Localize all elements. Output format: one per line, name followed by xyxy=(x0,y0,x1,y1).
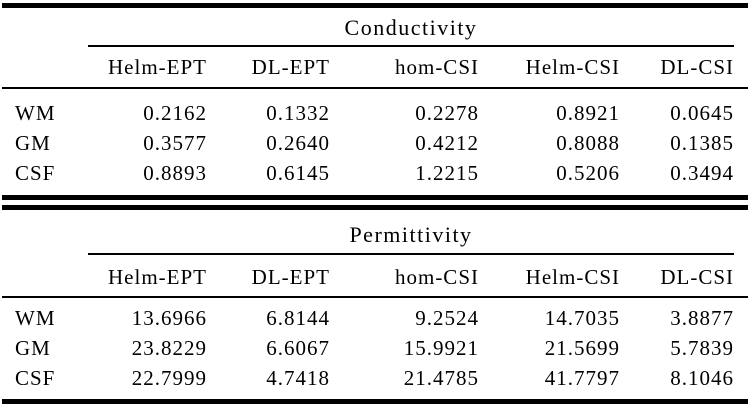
table-title-conductivity: Conductivity xyxy=(344,15,478,40)
header-spacer xyxy=(0,263,88,291)
table-cell: 0.0645 xyxy=(670,101,734,125)
header-row-permittivity: Helm-EPT DL-EPT hom-CSI Helm-CSI DL-CSI xyxy=(0,263,734,291)
table-row: WM 0.2162 0.1332 0.2278 0.8921 0.0645 xyxy=(0,99,734,127)
table-cell: 0.2278 xyxy=(415,101,479,125)
table-cell: 13.6966 xyxy=(131,306,207,330)
row-label: GM xyxy=(15,336,51,360)
column-header: Helm-CSI xyxy=(525,55,620,79)
row-label: WM xyxy=(15,101,56,125)
table-row: GM 0.3577 0.2640 0.4212 0.8088 0.1385 xyxy=(0,129,734,157)
table-cell: 4.7418 xyxy=(266,366,330,390)
column-header: hom-CSI xyxy=(394,265,479,289)
column-header: Helm-CSI xyxy=(525,265,620,289)
table-cell: 1.2215 xyxy=(415,161,479,185)
table-row: WM 13.6966 6.8144 9.2524 14.7035 3.8877 xyxy=(0,304,734,332)
table-cell: 0.1332 xyxy=(266,101,330,125)
column-header: DL-EPT xyxy=(251,55,330,79)
table-cell: 6.6067 xyxy=(266,336,330,360)
table-cell: 6.8144 xyxy=(266,306,330,330)
table-cell: 22.7999 xyxy=(131,366,207,390)
table-cell: 41.7797 xyxy=(544,366,620,390)
header-underline-permittivity xyxy=(2,296,748,298)
table-cell: 0.4212 xyxy=(415,131,479,155)
row-label: CSF xyxy=(15,366,56,390)
header-row-conductivity: Helm-EPT DL-EPT hom-CSI Helm-CSI DL-CSI xyxy=(0,53,734,81)
table-title-permittivity: Permittivity xyxy=(349,222,473,247)
table-cell: 0.3494 xyxy=(670,161,734,185)
table-cell: 5.7839 xyxy=(670,336,734,360)
column-span-rule-permittivity xyxy=(88,253,734,255)
table-cell: 8.1046 xyxy=(670,366,734,390)
double-rule-bottom xyxy=(2,205,748,210)
table-cell: 0.8088 xyxy=(556,131,620,155)
column-span-rule-conductivity xyxy=(88,45,734,47)
table-cell: 0.8893 xyxy=(143,161,207,185)
table-cell: 9.2524 xyxy=(415,306,479,330)
column-header: DL-EPT xyxy=(251,265,330,289)
column-header: DL-CSI xyxy=(660,55,734,79)
double-rule-top xyxy=(2,195,748,200)
header-underline-conductivity xyxy=(2,87,748,89)
table-cell: 3.8877 xyxy=(670,306,734,330)
column-header: Helm-EPT xyxy=(108,265,207,289)
column-header: Helm-EPT xyxy=(108,55,207,79)
table-cell: 21.4785 xyxy=(403,366,479,390)
table-cell: 0.3577 xyxy=(143,131,207,155)
table-row: GM 23.8229 6.6067 15.9921 21.5699 5.7839 xyxy=(0,334,734,362)
header-spacer xyxy=(0,53,88,81)
table-cell: 0.1385 xyxy=(670,131,734,155)
table-cell: 0.2162 xyxy=(143,101,207,125)
table-cell: 0.6145 xyxy=(266,161,330,185)
table-row: CSF 0.8893 0.6145 1.2215 0.5206 0.3494 xyxy=(0,159,734,187)
column-header: hom-CSI xyxy=(394,55,479,79)
column-header: DL-CSI xyxy=(660,265,734,289)
table-cell: 0.2640 xyxy=(266,131,330,155)
table-cell: 15.9921 xyxy=(403,336,479,360)
table-row: CSF 22.7999 4.7418 21.4785 41.7797 8.104… xyxy=(0,364,734,392)
table-cell: 14.7035 xyxy=(544,306,620,330)
table-cell: 21.5699 xyxy=(544,336,620,360)
row-label: GM xyxy=(15,131,51,155)
row-label: CSF xyxy=(15,161,56,185)
table-cell: 0.5206 xyxy=(556,161,620,185)
bottom-rule xyxy=(2,399,748,404)
top-rule xyxy=(2,3,748,8)
table-cell: 23.8229 xyxy=(131,336,207,360)
table-cell: 0.8921 xyxy=(556,101,620,125)
row-label: WM xyxy=(15,306,56,330)
